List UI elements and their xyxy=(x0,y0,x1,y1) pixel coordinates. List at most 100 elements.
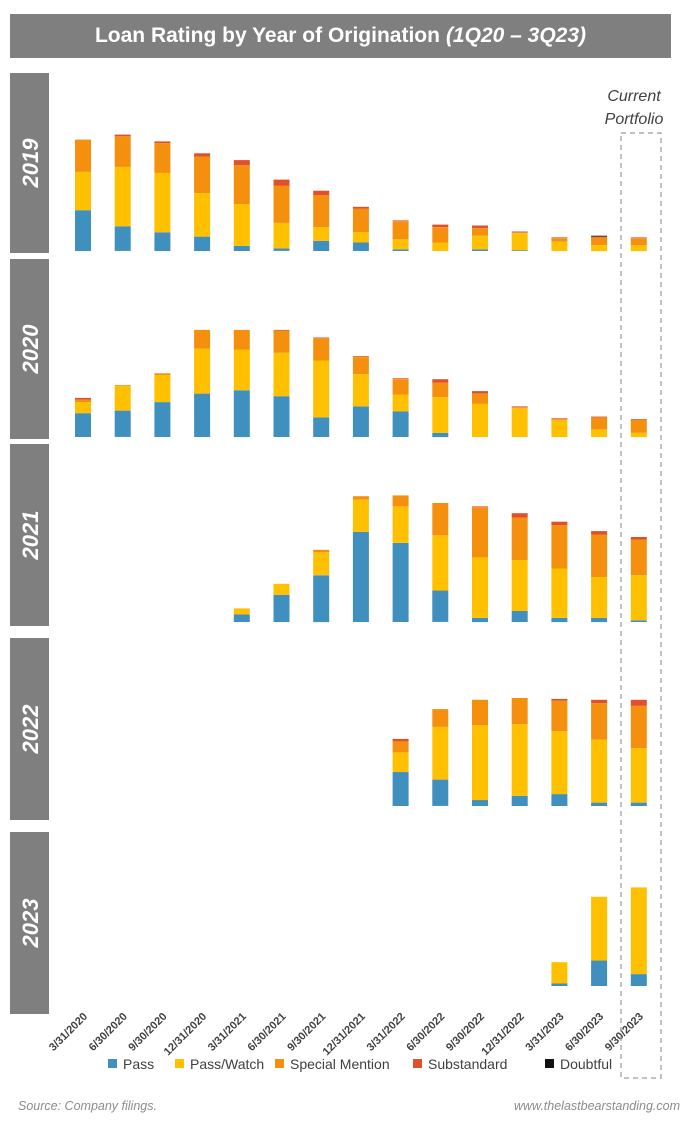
legend-swatch-substandard xyxy=(413,1059,422,1068)
bar-2021-9-30-2022-pass xyxy=(472,617,488,623)
legend-swatch-pass-watch xyxy=(175,1059,184,1068)
bar-2020-9-30-2022-substandard xyxy=(472,391,488,394)
legend-label-pass: Pass xyxy=(123,1056,154,1072)
bar-2019-9-30-2022-special-mention xyxy=(472,228,488,236)
legend-swatch-special-mention xyxy=(275,1059,284,1068)
bar-2021-9-30-2022-substandard xyxy=(472,506,488,508)
bar-2019-12-31-2020-substandard xyxy=(194,153,211,157)
bar-2019-12-31-2022-pass-watch xyxy=(511,233,528,251)
x-tick-label-6-30-2022: 6/30/2022 xyxy=(404,1011,447,1054)
bar-2022-3-31-2023-substandard xyxy=(551,698,568,701)
bar-2021-3-31-2023-pass xyxy=(551,617,568,623)
chart-title-range: (1Q20 – 3Q23) xyxy=(445,24,587,47)
bar-2019-3-31-2020-pass xyxy=(75,210,91,251)
bar-2022-9-30-2023-pass xyxy=(630,802,647,806)
legend-label-doubtful: Doubtful xyxy=(560,1056,612,1072)
bar-2023-9-30-2023-pass xyxy=(630,974,647,986)
bar-2020-9-30-2022-special-mention xyxy=(472,393,488,404)
bar-2022-6-30-2022-special-mention xyxy=(432,709,449,727)
bar-2021-12-31-2021-pass xyxy=(352,531,369,622)
current-portfolio-label-line2: Portfolio xyxy=(605,111,664,128)
panels-layer: 2019 2020 2021 2022 2023 xyxy=(10,73,647,1014)
bar-2020-3-31-2022-substandard xyxy=(392,378,409,380)
bar-2020-3-31-2023-substandard xyxy=(551,418,568,420)
legend-label-special-mention: Special Mention xyxy=(290,1056,390,1072)
bar-2020-9-30-2020-pass-watch xyxy=(154,374,171,403)
bar-2021-6-30-2023-substandard xyxy=(591,531,608,535)
bar-2019-6-30-2023-doubtful xyxy=(591,235,608,237)
legend-item-pass: Pass xyxy=(108,1056,154,1072)
bar-2021-6-30-2023-pass xyxy=(591,617,608,623)
x-tick-label-3-31-2022: 3/31/2022 xyxy=(365,1011,408,1054)
bar-2020-6-30-2021-pass xyxy=(273,396,290,437)
bar-2020-12-31-2021-substandard xyxy=(352,356,369,357)
bar-2021-9-30-2022-special-mention xyxy=(472,507,488,558)
panel-label-box-2022 xyxy=(10,638,49,820)
bar-2019-9-30-2020-substandard xyxy=(154,141,171,144)
x-tick-label-6-30-2021: 6/30/2021 xyxy=(246,1011,289,1054)
legend-item-special-mention: Special Mention xyxy=(275,1056,390,1072)
bar-2022-9-30-2022-pass xyxy=(472,800,488,806)
bar-2019-12-31-2021-pass-watch xyxy=(352,232,369,243)
bar-2020-12-31-2021-special-mention xyxy=(352,357,369,375)
legend-item-substandard: Substandard xyxy=(413,1056,507,1072)
website-credit: www.thelastbearstanding.com xyxy=(513,1099,680,1113)
x-tick-label-3-31-2021: 3/31/2021 xyxy=(206,1011,249,1054)
bar-2021-6-30-2022-pass xyxy=(432,590,449,622)
bar-2019-12-31-2021-pass xyxy=(352,242,369,251)
bar-2022-3-31-2022-pass xyxy=(392,772,409,806)
bar-2019-9-30-2022-pass-watch xyxy=(472,235,488,250)
panel-label-2023: 2023 xyxy=(18,899,43,949)
bar-2020-3-31-2021-special-mention xyxy=(233,329,250,350)
bar-2019-3-31-2023-substandard xyxy=(551,237,568,239)
bar-2020-6-30-2023-substandard xyxy=(591,416,608,418)
chart-title-main: Loan Rating by Year of Origination xyxy=(94,24,440,47)
bar-2019-9-30-2020-pass-watch xyxy=(154,172,171,233)
bar-2019-9-30-2021-pass-watch xyxy=(313,227,330,241)
bar-2020-6-30-2020-pass xyxy=(114,410,131,437)
bar-2020-9-30-2020-pass xyxy=(154,402,171,437)
bar-2022-6-30-2023-substandard xyxy=(591,699,608,704)
bar-2020-6-30-2020-special-mention xyxy=(114,385,131,386)
bar-2019-6-30-2020-substandard xyxy=(114,134,131,137)
bar-2020-12-31-2022-special-mention xyxy=(511,407,528,409)
bar-2019-3-31-2021-pass xyxy=(233,245,250,251)
bar-2020-6-30-2020-pass-watch xyxy=(114,386,131,411)
legend-item-doubtful: Doubtful xyxy=(545,1056,612,1072)
bar-2020-12-31-2021-pass xyxy=(352,406,369,437)
panel-2022: 2022 xyxy=(10,638,647,820)
bar-2020-9-30-2021-substandard xyxy=(313,337,330,339)
bar-2020-3-31-2022-special-mention xyxy=(392,379,409,395)
bar-2019-12-31-2022-pass xyxy=(511,250,528,251)
bar-2019-6-30-2022-substandard xyxy=(432,224,449,228)
panel-label-2021: 2021 xyxy=(18,511,43,561)
bar-2020-12-31-2020-pass xyxy=(194,393,211,437)
bar-2022-3-31-2023-special-mention xyxy=(551,700,568,732)
bar-2019-6-30-2021-substandard xyxy=(273,179,290,186)
bar-2019-9-30-2021-substandard xyxy=(313,190,330,195)
x-tick-label-12-31-2021: 12/31/2021 xyxy=(321,1011,368,1058)
bar-2020-3-31-2022-pass-watch xyxy=(392,394,409,412)
bar-2023-3-31-2023-pass xyxy=(551,983,568,986)
bar-2022-12-31-2022-special-mention xyxy=(511,698,528,725)
bar-2020-9-30-2020-special-mention xyxy=(154,373,171,375)
bar-2019-9-30-2021-special-mention xyxy=(313,194,330,228)
bar-2023-9-30-2023-pass-watch xyxy=(630,887,647,975)
bar-2021-3-31-2021-pass xyxy=(233,614,250,622)
bar-2019-6-30-2022-pass-watch xyxy=(432,242,449,251)
bar-2021-9-30-2023-substandard xyxy=(630,537,647,540)
bar-2022-9-30-2022-special-mention xyxy=(472,699,488,726)
chart-title: Loan Rating by Year of Origination (1Q20… xyxy=(10,14,671,58)
bar-2023-6-30-2023-pass xyxy=(591,960,608,986)
bar-2019-9-30-2021-pass xyxy=(313,240,330,251)
bar-2019-6-30-2020-special-mention xyxy=(114,136,131,167)
x-tick-label-6-30-2020: 6/30/2020 xyxy=(87,1011,130,1054)
bar-2019-12-31-2020-special-mention xyxy=(194,156,211,194)
bar-2021-9-30-2023-pass xyxy=(630,620,647,622)
bar-2020-3-31-2023-special-mention xyxy=(551,419,568,420)
bar-2022-3-31-2023-pass xyxy=(551,794,568,806)
bar-2021-6-30-2022-special-mention xyxy=(432,503,449,536)
bar-2020-6-30-2022-pass xyxy=(432,432,449,438)
bar-2019-3-31-2021-special-mention xyxy=(233,165,250,205)
bar-2019-3-31-2020-special-mention xyxy=(75,139,91,172)
